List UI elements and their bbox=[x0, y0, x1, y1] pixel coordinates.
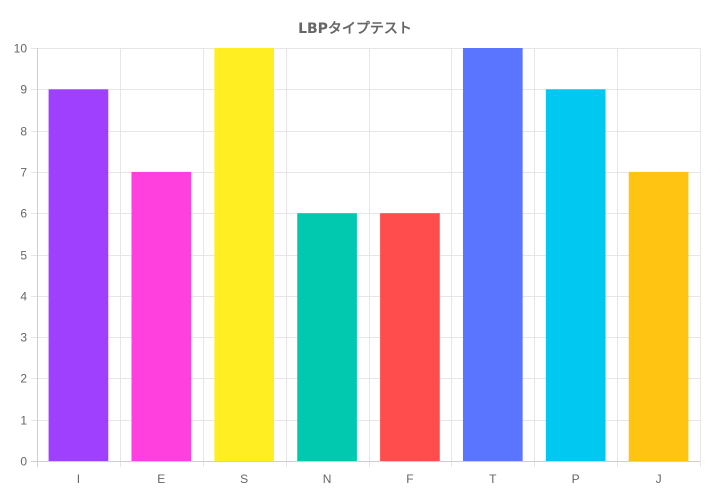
x-tick-label: N bbox=[323, 472, 332, 486]
chart-title: LBPタイプテスト bbox=[298, 21, 412, 37]
bar-P bbox=[545, 89, 606, 462]
y-tick-label: 9 bbox=[20, 83, 27, 97]
bar-F bbox=[380, 213, 440, 461]
x-tick-label: S bbox=[240, 472, 248, 486]
bar-N bbox=[297, 213, 357, 461]
bar-T bbox=[462, 48, 523, 461]
y-tick-label: 0 bbox=[20, 455, 27, 469]
x-tick-label: P bbox=[572, 472, 580, 486]
y-tick-label: 6 bbox=[20, 207, 27, 221]
y-tick-label: 7 bbox=[20, 166, 27, 180]
x-tick-label: I bbox=[77, 472, 80, 486]
y-axis-ticks: 0 1 2 3 4 5 6 7 8 9 10 bbox=[14, 42, 28, 469]
x-tick-label: F bbox=[406, 472, 413, 486]
bar-S bbox=[214, 48, 275, 461]
axes bbox=[37, 48, 700, 462]
y-tick-label: 8 bbox=[20, 125, 27, 139]
y-tick-label: 1 bbox=[20, 414, 27, 428]
x-tick-label: T bbox=[489, 472, 497, 486]
y-tick-label: 3 bbox=[20, 331, 27, 345]
bar-I bbox=[48, 89, 109, 462]
y-tick-label: 2 bbox=[20, 372, 27, 386]
y-tick-label: 5 bbox=[20, 249, 27, 263]
bars bbox=[48, 48, 689, 462]
y-tick-label: 10 bbox=[14, 42, 28, 56]
bar-J bbox=[628, 171, 689, 461]
y-tick-label: 4 bbox=[20, 290, 27, 304]
bar-E bbox=[131, 171, 192, 461]
x-tick-label: E bbox=[157, 472, 165, 486]
x-tick-label: J bbox=[656, 472, 662, 486]
